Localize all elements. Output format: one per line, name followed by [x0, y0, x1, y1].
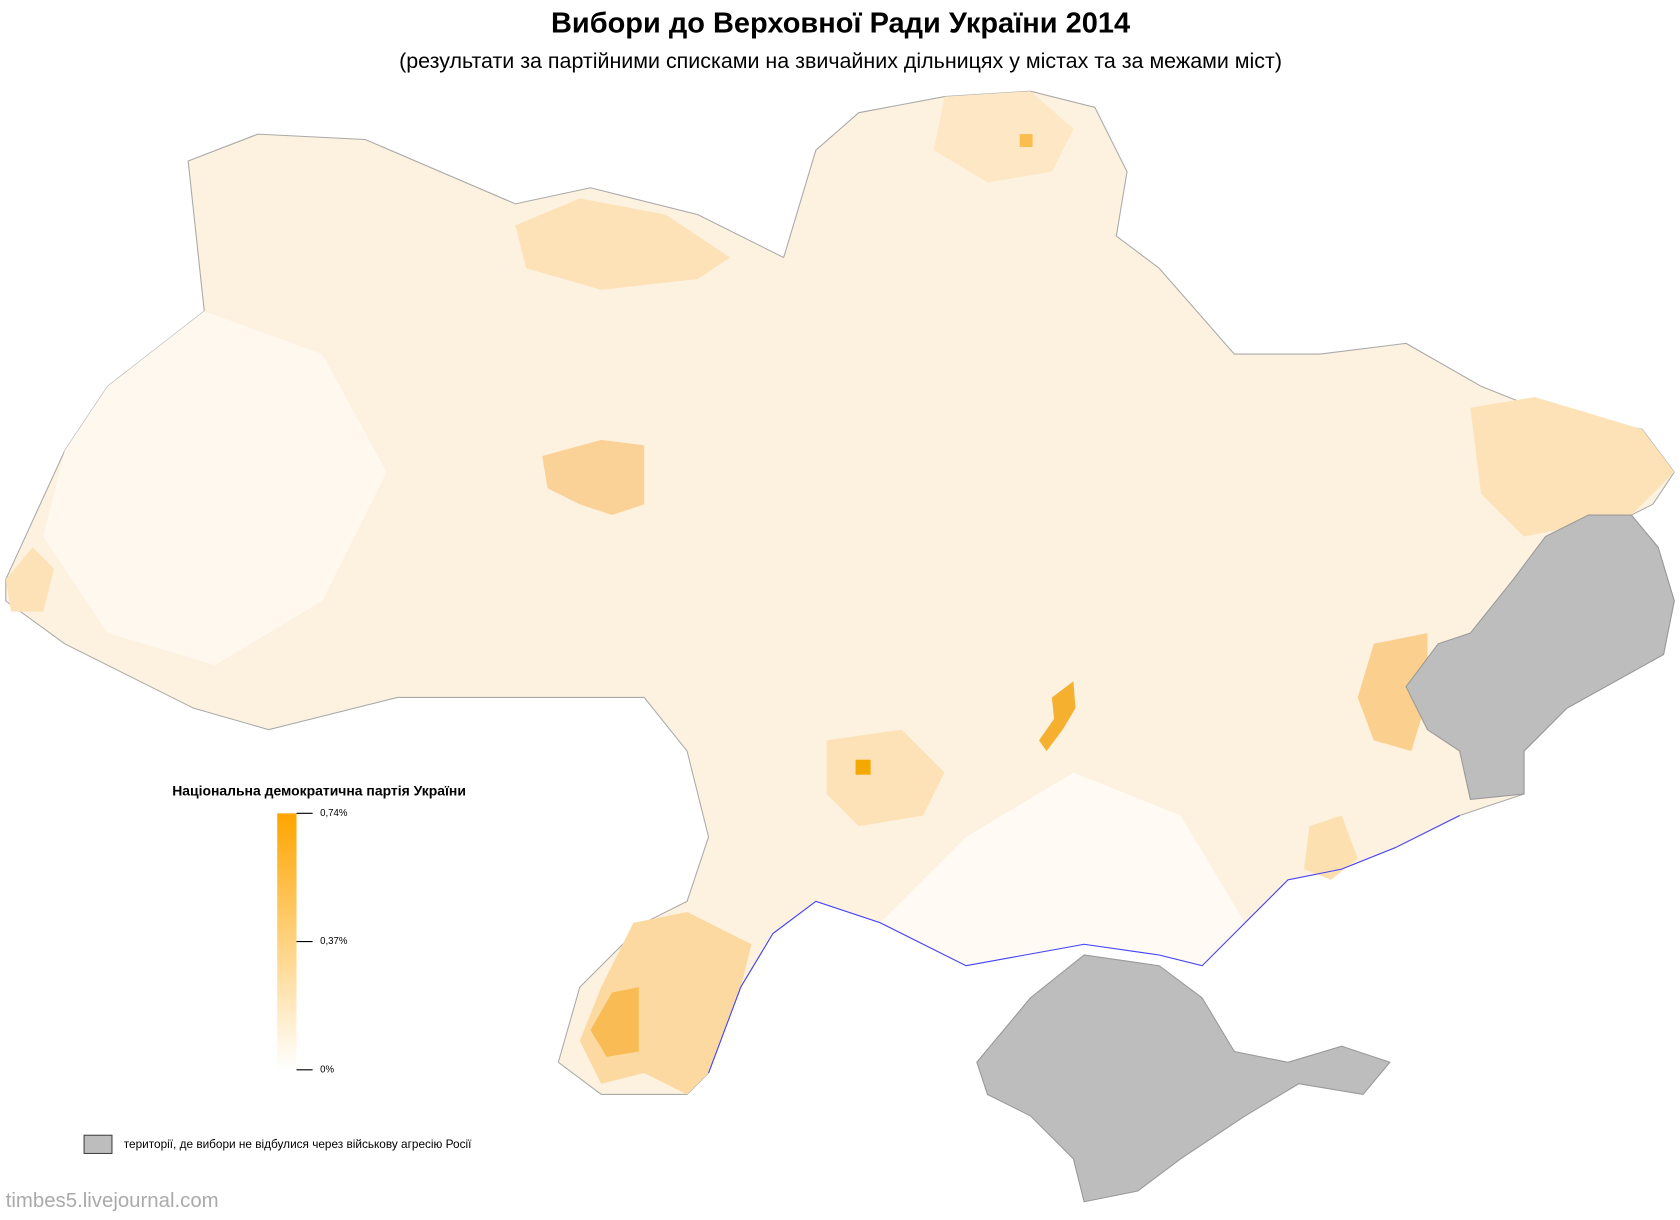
- region-west-light: [43, 311, 387, 666]
- occupied-donbas: [1405, 514, 1675, 800]
- watermark: timbes5.livejournal.com: [6, 1190, 219, 1212]
- region-kirovohrad: [826, 729, 945, 827]
- title: Вибори до Верховної Ради України 2014: [551, 7, 1130, 39]
- coastline: [708, 814, 1460, 1074]
- occupied-crimea: [976, 954, 1391, 1203]
- region-volyn-east: [515, 198, 731, 290]
- legend-tick-label: 0,74%: [320, 808, 348, 819]
- legend: Національна демократична партія України …: [83, 783, 472, 1155]
- region-dnipro: [1039, 681, 1076, 752]
- legend-title: Національна демократична партія України: [172, 783, 466, 799]
- region-carpathian: [5, 547, 55, 612]
- region-zaporizhzhia: [1304, 815, 1358, 880]
- region-east: [1470, 397, 1675, 537]
- legend-tick-label: 0,37%: [320, 936, 348, 947]
- region-odesa-dark: [590, 987, 639, 1057]
- subtitle: (результати за партійними списками на зв…: [399, 49, 1282, 73]
- legend-tick-label: 0%: [320, 1064, 334, 1075]
- region-chernihiv-north: [933, 91, 1074, 183]
- region-rivne: [542, 439, 645, 516]
- ukraine-map: [5, 90, 1675, 1203]
- district-highlight: [855, 759, 871, 775]
- region-odesa: [579, 912, 752, 1095]
- legend-note: території, де вибори не відбулися через …: [124, 1137, 472, 1151]
- legend-occupied-swatch: [83, 1134, 113, 1155]
- legend-ticks: 0,74% 0,37% 0%: [296, 808, 348, 1075]
- district-highlight: [1019, 134, 1033, 148]
- region-south-light: [880, 772, 1246, 966]
- legend-gradient: [277, 813, 297, 1070]
- region-donetsk-west: [1357, 633, 1428, 752]
